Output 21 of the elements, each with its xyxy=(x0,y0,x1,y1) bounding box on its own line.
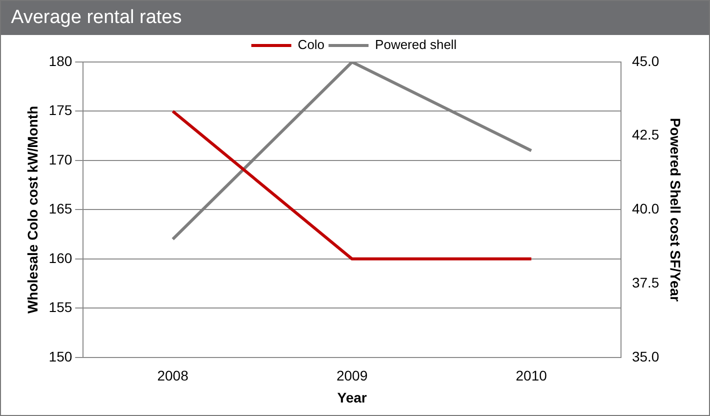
y-tick-label: 170 xyxy=(48,151,72,168)
x-tick-label: 2008 xyxy=(157,368,189,384)
y2-axis-title: Powered Shell cost SF/Year xyxy=(668,118,684,302)
y-tick-label: 150 xyxy=(48,348,72,364)
y-axis-title: Wholesale Colo cost kW/Month xyxy=(24,106,40,314)
legend-label: Colo xyxy=(298,37,325,52)
x-axis-title: Year xyxy=(337,389,368,406)
legend-label: Powered shell xyxy=(375,37,457,52)
y2-tick-label: 40.0 xyxy=(632,200,660,217)
y-tick-label: 165 xyxy=(48,200,72,217)
y-tick-label: 180 xyxy=(48,52,72,69)
y2-tick-label: 35.0 xyxy=(632,348,660,364)
y2-tick-label: 45.0 xyxy=(632,52,660,69)
y2-tick-label: 37.5 xyxy=(632,274,660,290)
x-tick-label: 2009 xyxy=(336,368,368,384)
chart-title: Average rental rates xyxy=(1,1,709,35)
y-tick-label: 175 xyxy=(48,102,72,118)
y2-tick-label: 42.5 xyxy=(632,126,660,143)
x-tick-label: 2010 xyxy=(516,368,548,384)
y-tick-label: 160 xyxy=(48,250,72,266)
y-tick-label: 155 xyxy=(48,299,72,316)
